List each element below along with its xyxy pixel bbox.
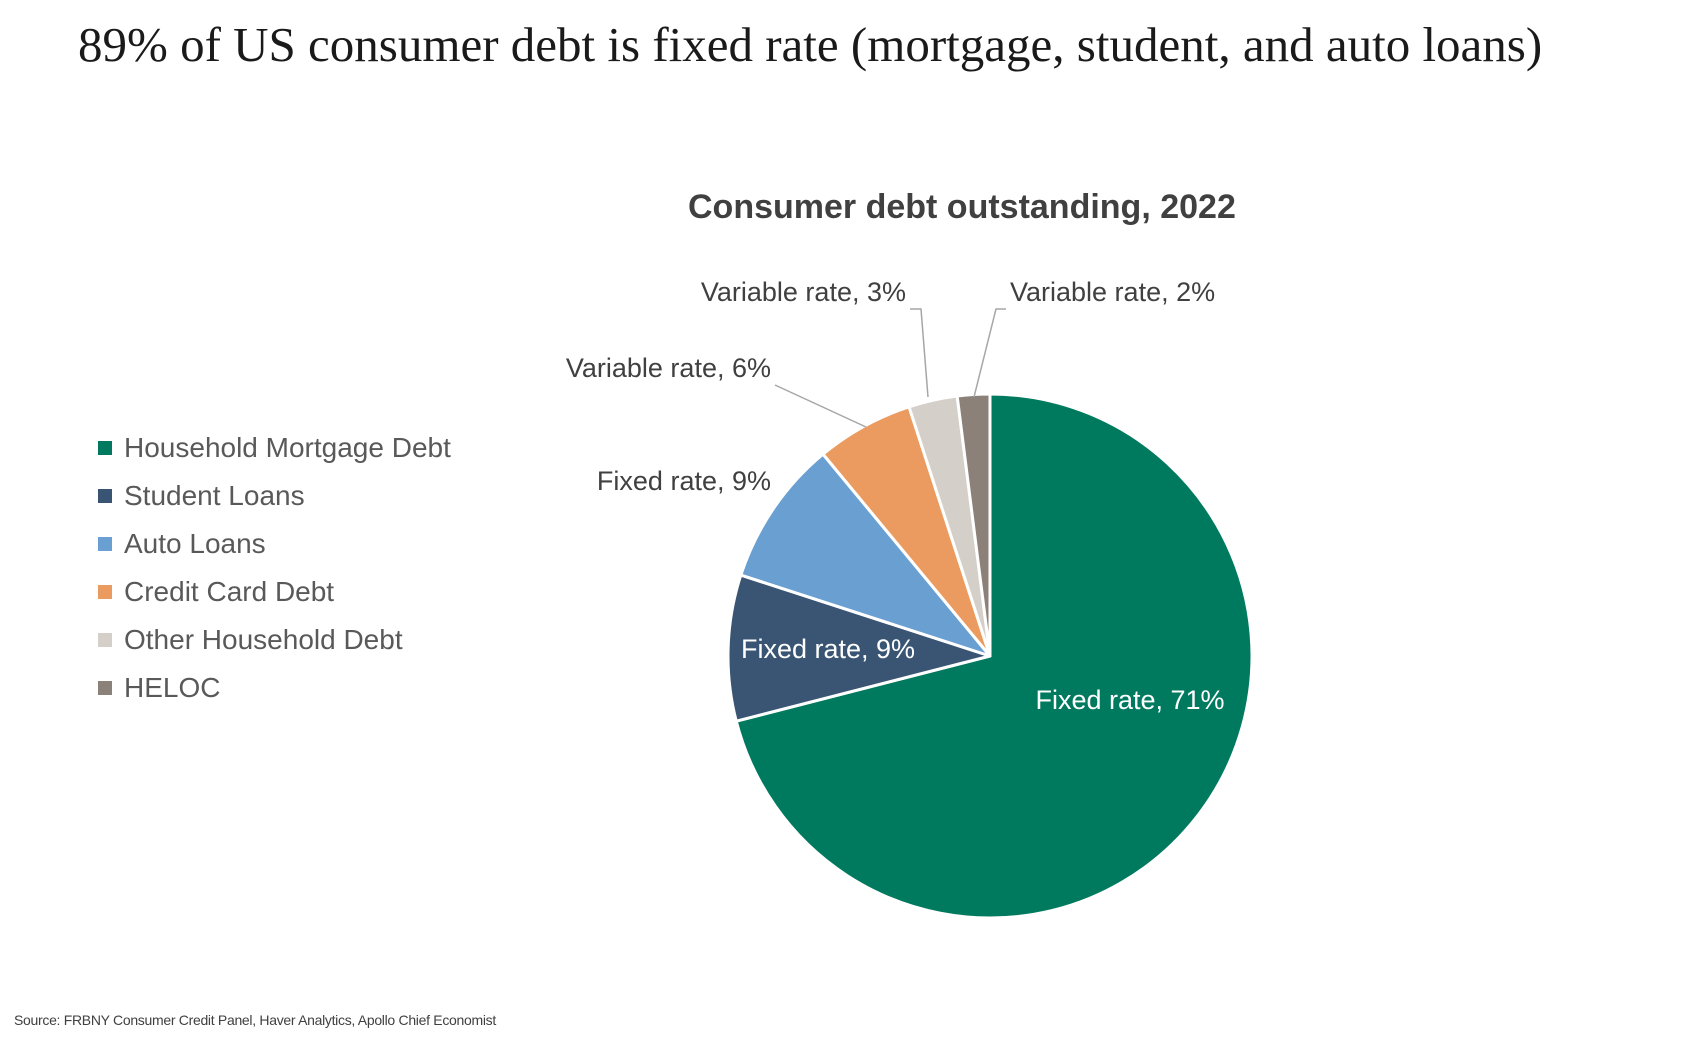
- legend-item-auto-loans: Auto Loans: [98, 520, 451, 568]
- legend-swatch-student-loans: [98, 489, 112, 503]
- chart-title: Consumer debt outstanding, 2022: [688, 188, 1236, 226]
- legend-item-student-loans: Student Loans: [98, 472, 451, 520]
- source-note: Source: FRBNY Consumer Credit Panel, Hav…: [14, 1012, 496, 1028]
- legend-label-student-loans: Student Loans: [124, 480, 305, 511]
- legend-swatch-mortgage: [98, 441, 112, 455]
- legend-label-other-household: Other Household Debt: [124, 624, 403, 655]
- data-label-heloc: Variable rate, 2%: [1010, 277, 1215, 307]
- legend-label-mortgage: Household Mortgage Debt: [124, 432, 451, 463]
- data-label-credit-card: Variable rate, 6%: [566, 353, 771, 383]
- pie-slice-mortgage: [734, 392, 1254, 920]
- legend-swatch-auto-loans: [98, 537, 112, 551]
- legend-item-heloc: HELOC: [98, 664, 451, 712]
- headline: 89% of US consumer debt is fixed rate (m…: [78, 17, 1543, 72]
- pie-slice-student-loans: [726, 573, 992, 723]
- leader-line-heloc: [973, 308, 1006, 398]
- pie-slice-auto-loans: [739, 452, 992, 658]
- data-label-mortgage: Fixed rate, 71%: [1035, 685, 1224, 715]
- legend-swatch-other-household: [98, 633, 112, 647]
- legend-label-credit-card: Credit Card Debt: [124, 576, 335, 607]
- legend-label-heloc: HELOC: [124, 672, 221, 703]
- legend-label-auto-loans: Auto Loans: [124, 528, 266, 559]
- pie-slice-heloc: [955, 392, 992, 658]
- data-label-student-loans: Fixed rate, 9%: [741, 634, 915, 664]
- legend-swatch-heloc: [98, 681, 112, 695]
- data-label-auto-loans: Fixed rate, 9%: [597, 466, 771, 496]
- leader-line-other-household: [910, 308, 929, 398]
- legend-item-other-household: Other Household Debt: [98, 616, 451, 664]
- leader-line-credit-card: [774, 384, 867, 428]
- legend-item-mortgage: Household Mortgage Debt: [98, 424, 451, 472]
- legend-item-credit-card: Credit Card Debt: [98, 568, 451, 616]
- data-label-other-household: Variable rate, 3%: [701, 277, 906, 307]
- chart-legend: Household Mortgage Debt Student Loans Au…: [98, 424, 451, 712]
- legend-swatch-credit-card: [98, 585, 112, 599]
